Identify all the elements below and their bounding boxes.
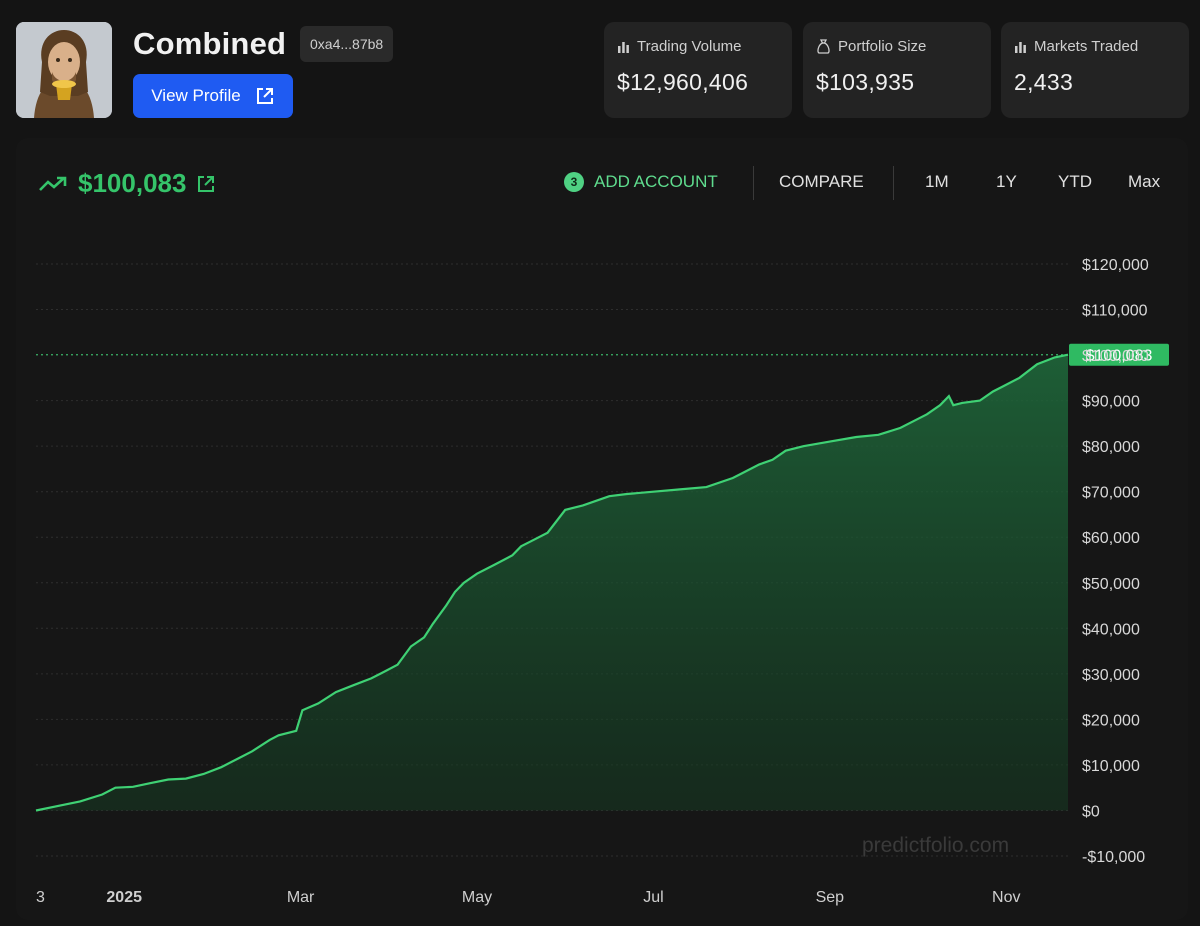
- toolbar-divider: [753, 166, 754, 200]
- view-profile-button[interactable]: View Profile: [133, 74, 293, 118]
- y-tick-label: $60,000: [1082, 530, 1140, 547]
- external-link-icon: [256, 88, 273, 104]
- bar-chart-icon: [618, 41, 629, 53]
- y-tick-label: $40,000: [1082, 621, 1140, 638]
- range-max-button[interactable]: Max: [1128, 172, 1161, 191]
- range-1y-button[interactable]: 1Y: [996, 172, 1017, 191]
- bar-chart-icon: [1015, 41, 1026, 53]
- toolbar-divider: [893, 166, 894, 200]
- current-value-label: $100,083: [1086, 348, 1153, 365]
- profile-name: Combined: [133, 26, 287, 61]
- external-link-icon[interactable]: [196, 174, 216, 194]
- range-ytd-button[interactable]: YTD: [1058, 172, 1092, 191]
- avatar: [16, 22, 112, 118]
- stat-card-markets-traded: Markets Traded 2,433: [1001, 22, 1189, 118]
- current-value-badge: [1069, 343, 1169, 366]
- y-tick-label: $20,000: [1082, 712, 1140, 729]
- add-account-button[interactable]: 3 ADD ACCOUNT: [564, 172, 718, 192]
- x-tick-label: 3: [36, 889, 45, 906]
- x-tick-label: Jul: [643, 889, 663, 906]
- y-tick-label: $90,000: [1082, 394, 1140, 411]
- y-tick-label: $70,000: [1082, 485, 1140, 502]
- stat-value: $103,935: [816, 69, 915, 95]
- trend-up-icon: [39, 176, 67, 191]
- x-tick-label: Sep: [816, 889, 845, 906]
- y-tick-label: $110,000: [1082, 303, 1148, 320]
- series-area: [36, 354, 1068, 811]
- portfolio-value-header: $100,083: [38, 168, 216, 199]
- add-account-label: ADD ACCOUNT: [594, 172, 718, 191]
- portfolio-value: $100,083: [78, 168, 187, 198]
- y-tick-label: $0: [1082, 803, 1100, 820]
- stat-card-portfolio-size: Portfolio Size $103,935: [803, 22, 991, 118]
- y-tick-label: $50,000: [1082, 576, 1140, 593]
- stat-card-trading-volume: Trading Volume $12,960,406: [604, 22, 792, 118]
- y-tick-label: $100,000: [1082, 348, 1149, 365]
- stat-label: Trading Volume: [637, 38, 742, 55]
- avatar-portrait: [16, 22, 112, 118]
- portfolio-area-chart[interactable]: $100,083 $120,000 $110,000 $100,000 $90,000…: [16, 138, 1188, 920]
- y-tick-label: $80,000: [1082, 439, 1140, 456]
- watermark: predictfolio.com: [862, 834, 1009, 857]
- x-tick-label: May: [462, 889, 492, 906]
- stat-label: Markets Traded: [1034, 38, 1139, 55]
- x-tick-label: 2025: [106, 889, 142, 906]
- view-profile-label: View Profile: [151, 86, 241, 105]
- y-tick-label: -$10,000: [1082, 849, 1145, 866]
- portfolio-chart-panel: $100,083 3 ADD ACCOUNT COMPARE 1M 1Y YTD…: [16, 138, 1188, 920]
- y-tick-label: $30,000: [1082, 667, 1140, 684]
- range-1m-button[interactable]: 1M: [925, 172, 949, 191]
- stat-value: $12,960,406: [617, 69, 749, 95]
- y-tick-label: $10,000: [1082, 758, 1140, 775]
- x-tick-label: Mar: [287, 889, 315, 906]
- account-count-badge: 3: [564, 172, 584, 192]
- series-line[interactable]: [35, 353, 1069, 812]
- money-bag-icon: [817, 39, 830, 54]
- x-tick-label: Nov: [992, 889, 1020, 906]
- wallet-address-chip[interactable]: 0xa4...87b8: [300, 26, 394, 62]
- stat-label: Portfolio Size: [838, 38, 927, 55]
- stat-value: 2,433: [1014, 69, 1074, 95]
- compare-button[interactable]: COMPARE: [779, 172, 864, 191]
- y-tick-label: $120,000: [1082, 257, 1149, 274]
